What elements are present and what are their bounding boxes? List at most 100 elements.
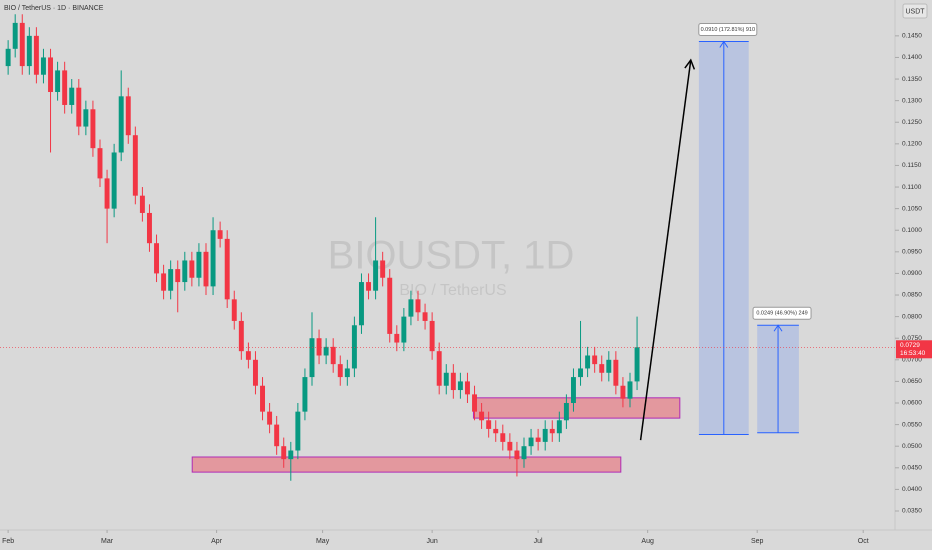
candle-body xyxy=(267,411,273,425)
x-tick-label: Apr xyxy=(211,538,223,545)
y-tick-label: 0.0400 xyxy=(902,486,922,493)
x-tick-label: Mar xyxy=(101,538,114,545)
y-tick-label: 0.0450 xyxy=(902,465,922,472)
candle-body xyxy=(422,312,428,321)
candle-body xyxy=(203,251,209,287)
candle-body xyxy=(62,70,68,105)
candle-body xyxy=(295,411,301,451)
candle-body xyxy=(514,450,520,460)
candle-body xyxy=(316,338,322,356)
candle-body xyxy=(76,87,82,127)
zone xyxy=(191,456,622,473)
candle-body xyxy=(472,394,478,412)
candle-body xyxy=(351,325,357,369)
candle-body xyxy=(358,282,364,326)
candle-body xyxy=(330,346,336,365)
candle-body xyxy=(380,260,386,278)
candle-body xyxy=(245,351,251,360)
candle-body xyxy=(535,437,541,442)
y-tick-label: 0.0750 xyxy=(902,335,922,342)
measure-label: 0.0249 (46.90%) 249 xyxy=(756,311,807,317)
candle-body xyxy=(97,148,103,179)
y-tick-label: 0.1100 xyxy=(902,184,922,191)
currency-box xyxy=(902,3,928,19)
candle-body xyxy=(231,299,237,321)
y-tick-label: 0.1250 xyxy=(902,119,922,126)
candle-body xyxy=(578,368,584,378)
candle-body xyxy=(542,428,548,442)
candle-body xyxy=(570,377,576,404)
y-tick-label: 0.1300 xyxy=(902,97,922,104)
last-price-label: 0.0729 xyxy=(900,342,920,349)
candle-body xyxy=(111,152,117,209)
x-tick-label: Sep xyxy=(751,538,764,545)
x-tick-label: May xyxy=(316,538,330,545)
candle-body xyxy=(132,135,138,196)
candle-body xyxy=(40,57,46,75)
y-tick-label: 0.0550 xyxy=(902,421,922,428)
y-tick-label: 0.1000 xyxy=(902,227,922,234)
candle-body xyxy=(90,109,96,149)
candle-body xyxy=(260,385,266,412)
candle-body xyxy=(528,437,534,447)
candle-body xyxy=(189,260,195,278)
candle-body xyxy=(620,385,626,399)
candle-body xyxy=(415,299,421,313)
candle-body xyxy=(281,446,287,460)
y-tick-label: 0.0950 xyxy=(902,249,922,256)
y-tick-label: 0.0500 xyxy=(902,443,922,450)
candle-body xyxy=(599,364,605,373)
candle-body xyxy=(436,351,442,386)
candle-body xyxy=(401,316,407,343)
candle-body xyxy=(5,48,11,67)
candle-body xyxy=(168,269,174,291)
y-tick-label: 0.0800 xyxy=(902,313,922,320)
measure-label: 0.0910 (172.81%) 910 xyxy=(701,27,755,33)
candle-body xyxy=(175,269,181,283)
countdown-label: 16:53:40 xyxy=(900,350,926,357)
candle-body xyxy=(238,320,244,352)
candle-body xyxy=(337,364,343,378)
candle-body xyxy=(486,420,492,429)
candle-body xyxy=(613,359,619,386)
trend-arrowhead xyxy=(684,58,696,70)
y-tick-label: 0.0700 xyxy=(902,357,922,364)
candle-body xyxy=(48,57,54,93)
candle-body xyxy=(118,96,124,153)
candle-body xyxy=(521,446,527,460)
candle-body xyxy=(125,96,131,136)
candle-body xyxy=(210,230,216,287)
candle-body xyxy=(344,368,350,378)
watermark: BIOUSDT, 1D xyxy=(328,234,575,278)
candle-body xyxy=(217,230,223,239)
plot-area: 0.0910 (172.81%) 910 0.0249 (46.90%) 249 xyxy=(5,14,812,481)
candle-body xyxy=(394,333,400,343)
candle-body xyxy=(585,355,591,369)
candle-body xyxy=(443,372,449,386)
candle-body xyxy=(366,282,372,291)
candle-body xyxy=(33,35,39,75)
candle-body xyxy=(12,22,18,49)
candle-body xyxy=(408,299,414,317)
candle-body xyxy=(606,359,612,373)
candle-body xyxy=(69,87,75,105)
last-price-box xyxy=(896,340,932,359)
candle-body xyxy=(556,420,562,434)
currency: USDT xyxy=(905,8,925,15)
candle-body xyxy=(161,273,167,291)
y-tick-label: 0.0600 xyxy=(902,400,922,407)
candle-body xyxy=(387,277,393,334)
x-tick-label: Oct xyxy=(858,538,869,545)
candle-body xyxy=(104,178,110,209)
zone xyxy=(472,397,681,419)
candle-body xyxy=(19,22,25,67)
candle-body xyxy=(429,320,435,352)
measure-label-box xyxy=(698,22,758,36)
candle-body xyxy=(627,381,633,399)
candle-body xyxy=(323,346,329,356)
measure-label-box xyxy=(752,306,812,320)
candle-body xyxy=(563,403,569,421)
